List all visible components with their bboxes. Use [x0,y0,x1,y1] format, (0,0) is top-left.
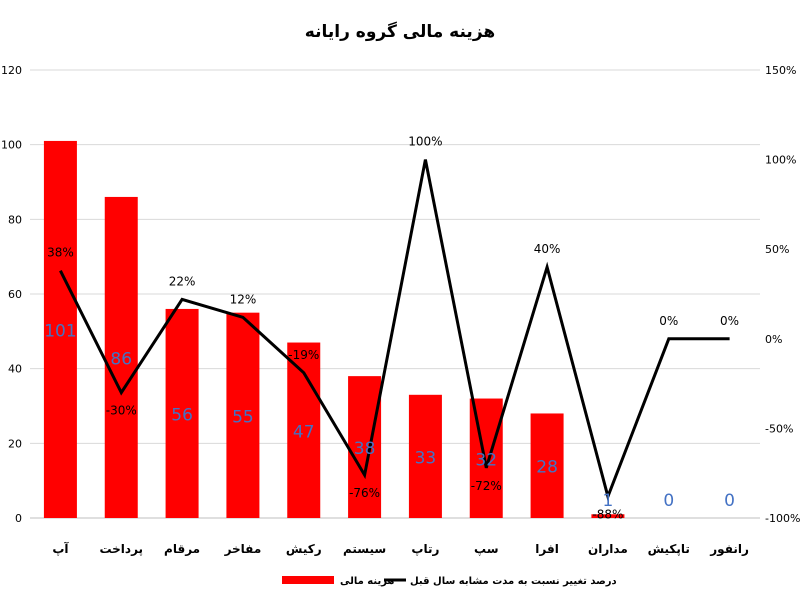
category-label: رتاپ [411,542,439,556]
category-label: مرقام [164,542,200,557]
line-data-label: 100% [408,135,442,149]
category-label: تاپکیش [648,542,690,556]
right-tick-label: 0% [765,333,782,346]
bar [226,312,260,518]
category-label: آپ [52,541,69,556]
legend-line-label: درصد تغییر نسبت به مدت مشابه سال قبل [410,576,617,587]
line-data-label: -88% [592,507,623,521]
line-data-label: 12% [230,292,257,306]
line-data-labels: 38% -30% 22% 12% -19% -76% 100% -72% 40% -88% 0% 0% [47,135,739,522]
right-tick-label: 150% [765,64,796,77]
bar [348,376,382,518]
chart-title: هزینه مالی گروه رایانه [305,21,495,42]
left-tick-label: 60 [8,288,22,301]
bar-data-label: 28 [536,458,558,478]
right-tick-label: 100% [765,154,796,167]
right-tick-label: -50% [765,422,793,435]
bar [530,413,564,518]
category-label: رانفور [709,542,749,557]
bar [591,514,625,518]
category-label: سپ [474,542,499,556]
bar-data-label: 0 [663,491,674,511]
right-axis: -100% -50% 0% 50% 100% 150% [765,64,800,525]
line-data-label: 40% [534,242,561,256]
category-label: مداران [588,542,628,556]
bar-data-label: 86 [110,349,132,369]
left-tick-label: 40 [8,363,22,376]
category-label: افرا [535,542,559,556]
line-data-label: 38% [47,246,74,260]
left-axis: 0 20 40 60 80 100 120 [1,64,22,525]
gridlines [30,69,760,519]
bar-data-label: 56 [171,405,193,425]
legend-bar-swatch [282,576,334,584]
bar-data-label: 0 [724,491,735,511]
category-label: پرداخت [99,542,143,556]
legend-bar-label: هزینه مالی [340,576,394,587]
left-tick-label: 20 [8,437,22,450]
bar-data-label: 1 [603,491,614,511]
bar-data-label: 32 [475,450,497,470]
bar-data-label: 55 [232,407,254,427]
right-tick-label: -100% [765,512,800,525]
line-data-label: -72% [471,479,502,493]
legend: هزینه مالی درصد تغییر نسبت به مدت مشابه … [282,576,617,587]
bar [43,140,77,518]
line-data-label: -19% [288,348,319,362]
bar [104,196,138,518]
bar-series [43,140,625,518]
left-tick-label: 80 [8,213,22,226]
bar [408,394,442,518]
bar-data-label: 47 [293,422,315,442]
category-label: سیستم [343,542,386,556]
line-path [59,159,730,502]
left-tick-label: 100 [1,139,22,152]
category-label: مفاخر [224,542,262,556]
left-tick-label: 0 [15,512,22,525]
category-label: رکیش [286,542,322,556]
bar-data-label: 38 [354,439,376,459]
bar-data-label: 101 [44,321,76,341]
line-series [59,159,730,502]
bar-data-labels: 101 86 56 55 47 38 33 32 28 1 0 0 [44,321,735,511]
right-tick-label: 50% [765,243,789,256]
bar-data-label: 33 [415,448,437,468]
line-data-label: 0% [659,314,678,328]
line-data-label: -76% [349,486,380,500]
left-tick-label: 120 [1,64,22,77]
line-data-label: -30% [106,404,137,418]
line-data-label: 22% [169,274,196,288]
line-data-label: 0% [720,314,739,328]
category-axis: آپ پرداخت مرقام مفاخر رکیش سیستم رتاپ سپ افرا مدا… [52,541,749,557]
bar [165,308,199,518]
